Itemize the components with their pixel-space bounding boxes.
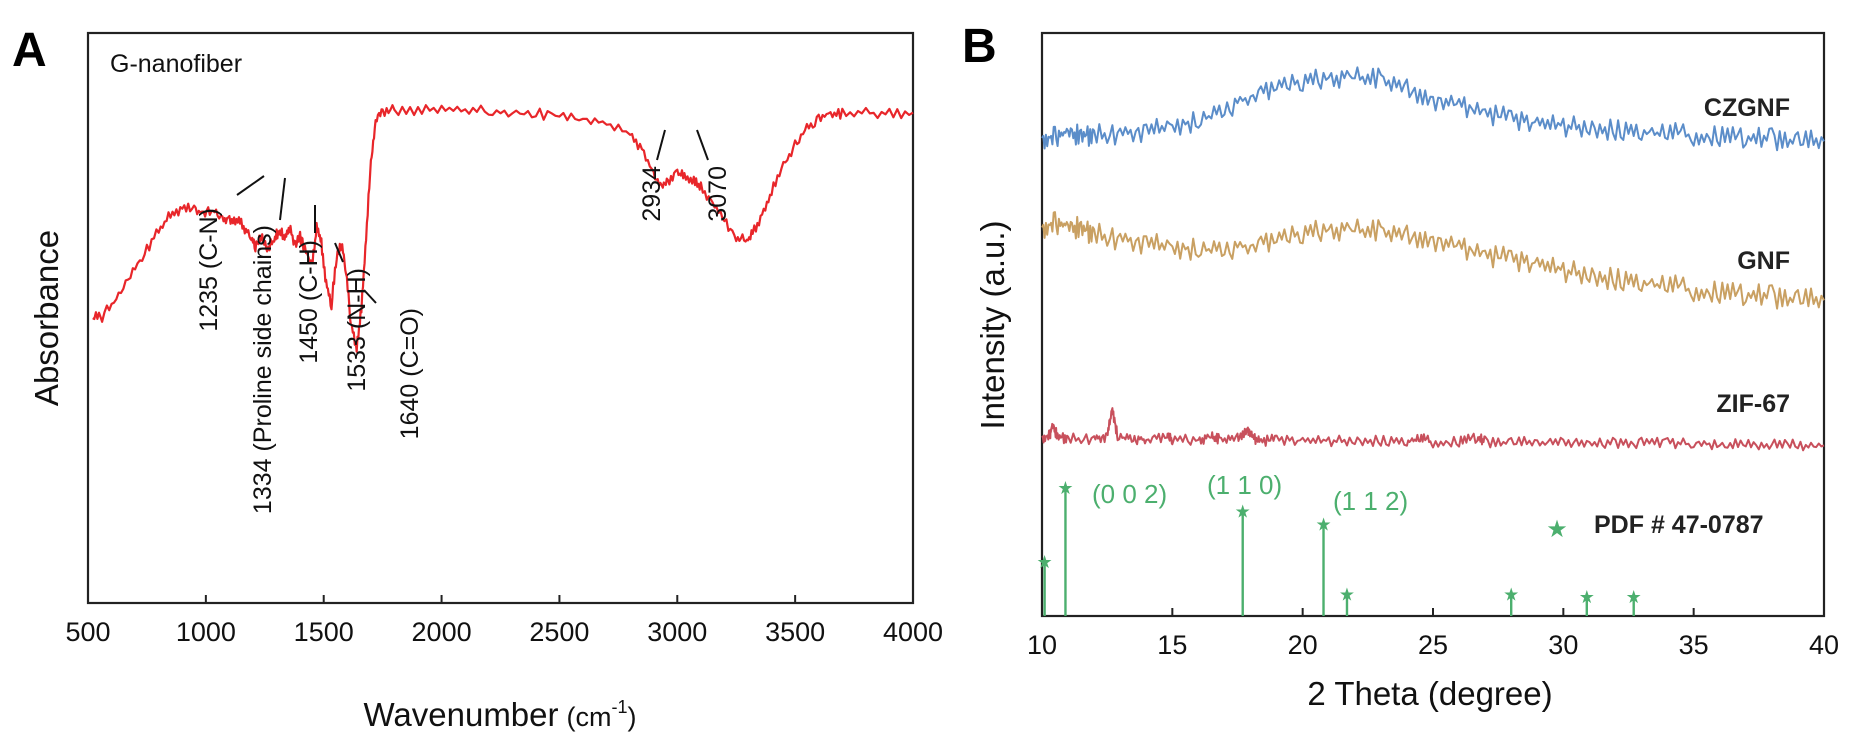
annotation-2934: 2934 xyxy=(638,166,666,222)
annotation-1450: 1450 (C-H) xyxy=(295,240,323,364)
panel-a-plot-area xyxy=(92,104,914,353)
leader-1235 xyxy=(236,175,265,196)
leader-1533 xyxy=(334,242,344,263)
reference-star-icon: ★ xyxy=(1037,552,1053,573)
x-tick-label: 4000 xyxy=(883,617,943,647)
series-label-czgnf: CZGNF xyxy=(1704,94,1790,122)
x-tick-label: 35 xyxy=(1679,630,1709,660)
x-title-close: ) xyxy=(628,702,637,732)
hkl-label-110: (1 1 0) xyxy=(1207,470,1282,500)
x-title-main: Wavenumber xyxy=(363,696,558,733)
leader-2934 xyxy=(656,129,666,161)
x-tick-label: 40 xyxy=(1809,630,1839,660)
hkl-label-002: (0 0 2) xyxy=(1092,479,1167,509)
panel-b-x-axis-title: 2 Theta (degree) xyxy=(1307,675,1552,712)
x-tick-label: 2000 xyxy=(412,617,472,647)
hkl-label-112: (1 1 2) xyxy=(1333,486,1408,516)
annotation-3070: 3070 xyxy=(704,166,732,222)
series-label-gnf: GNF xyxy=(1737,247,1790,275)
reference-star-icon: ★ xyxy=(1057,478,1073,499)
x-tick-label: 25 xyxy=(1418,630,1448,660)
reference-star-icon: ★ xyxy=(1626,587,1642,608)
x-tick-label: 500 xyxy=(65,617,110,647)
series-label-zif-67: ZIF-67 xyxy=(1716,390,1790,418)
annotation-1533: 1533 (N-H) xyxy=(343,268,371,392)
x-tick-label: 10 xyxy=(1027,630,1057,660)
reference-star-icon: ★ xyxy=(1339,585,1355,606)
x-tick-label: 20 xyxy=(1288,630,1318,660)
trace-gnf xyxy=(1041,211,1825,310)
x-tick-label: 2500 xyxy=(529,617,589,647)
x-title-open: (cm xyxy=(567,702,612,732)
panel-a-title: G-nanofiber xyxy=(110,50,242,78)
x-tick-label: 15 xyxy=(1157,630,1187,660)
reference-star-icon: ★ xyxy=(1503,585,1519,606)
panel-a-annotation-leaders xyxy=(236,129,709,304)
reference-star-icon: ★ xyxy=(1315,514,1331,535)
panel-a-x-ticks: 500 1000 1500 2000 2500 3000 3500 4000 xyxy=(65,595,943,647)
x-tick-label: 1500 xyxy=(294,617,354,647)
legend-star-icon: ★ xyxy=(1546,515,1568,543)
panel-a: A G-nanofiber 500 1000 1500 2000 2500 3000 350… xyxy=(12,24,943,733)
legend-reference-label: PDF # 47-0787 xyxy=(1594,511,1764,539)
reference-star-icon: ★ xyxy=(1235,501,1251,522)
panel-b-x-ticks: 10 15 20 25 30 35 40 xyxy=(1027,608,1839,660)
trace-zif-67 xyxy=(1041,407,1825,452)
x-tick-label: 1000 xyxy=(176,617,236,647)
panel-a-x-axis-title: Wavenumber (cm-1) xyxy=(363,696,636,733)
panel-a-frame xyxy=(86,31,915,605)
panel-a-letter: A xyxy=(12,24,47,77)
panel-b: B 10 15 20 25 30 35 40 ★ ★ ★ ★ ★ ★ ★ ★ Intensity (a.u… xyxy=(962,20,1839,712)
panel-a-annotations: 1235 (C-N) 1334 (Proline side chains) 14… xyxy=(195,166,732,514)
x-tick-label: 3500 xyxy=(765,617,825,647)
annotation-1640: 1640 (C=O) xyxy=(396,308,424,439)
annotation-1334: 1334 (Proline side chains) xyxy=(249,225,277,514)
panel-b-letter: B xyxy=(962,20,997,73)
leader-1640 xyxy=(363,289,377,304)
leader-1334 xyxy=(279,177,286,221)
panel-b-y-axis-title: Intensity (a.u.) xyxy=(974,220,1011,429)
annotation-1235: 1235 (C-N) xyxy=(195,208,223,332)
reference-star-icon: ★ xyxy=(1579,587,1595,608)
leader-3070 xyxy=(696,129,709,161)
panel-b-reference-pattern: ★ ★ ★ ★ ★ ★ ★ ★ xyxy=(1037,478,1642,616)
panel-a-y-axis-title: Absorbance xyxy=(28,230,65,406)
x-tick-label: 30 xyxy=(1548,630,1578,660)
x-tick-label: 3000 xyxy=(647,617,707,647)
absorbance-line xyxy=(92,104,914,353)
trace-czgnf xyxy=(1041,66,1825,152)
x-title-sup: -1 xyxy=(612,697,628,717)
panel-b-plot-area xyxy=(1041,66,1825,452)
